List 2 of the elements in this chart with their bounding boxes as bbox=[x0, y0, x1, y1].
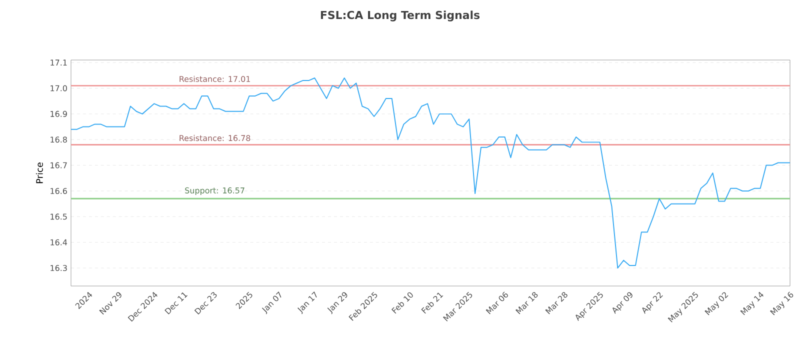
chart-title: FSL:CA Long Term Signals bbox=[320, 10, 480, 22]
y-axis-title: Price bbox=[36, 162, 43, 184]
